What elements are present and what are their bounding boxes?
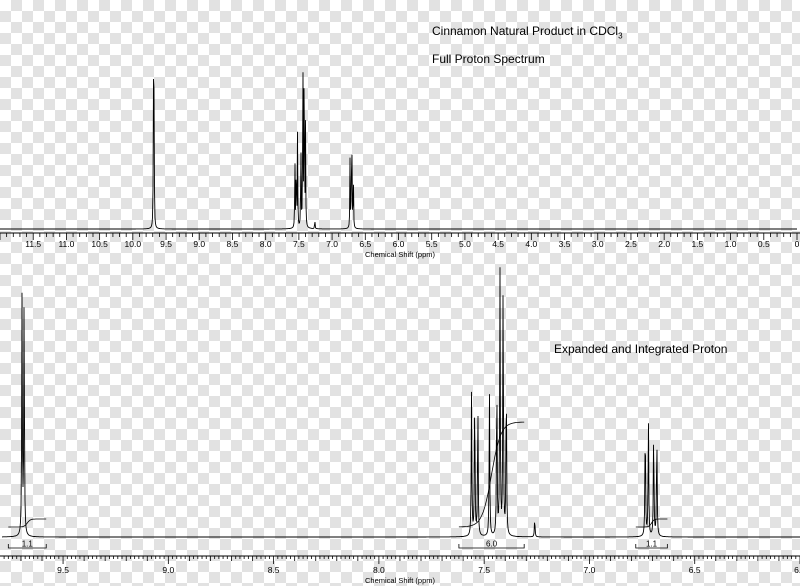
full-tick-label: 7.0 xyxy=(326,239,338,249)
expanded-tick-label: 6.0 xyxy=(794,565,800,575)
expanded-spectrum-trace xyxy=(2,267,800,538)
expanded-tick-label: 9.0 xyxy=(162,565,174,575)
full-tick-label: 8.0 xyxy=(260,239,272,249)
integral-value: 1.1 xyxy=(646,540,658,549)
full-spectrum-trace xyxy=(0,72,797,230)
expanded-tick-label: 6.5 xyxy=(689,565,701,575)
integral-bracket xyxy=(458,544,525,549)
integral-curve xyxy=(635,518,668,528)
full-tick-label: 8.5 xyxy=(227,239,239,249)
full-tick-label: 7.5 xyxy=(293,239,305,249)
full-tick-label: 4.5 xyxy=(492,239,504,249)
full-tick-label: 0.5 xyxy=(758,239,770,249)
full-tick-label: 9.5 xyxy=(160,239,172,249)
full-tick-label: 5.5 xyxy=(426,239,438,249)
full-tick-label: 2.5 xyxy=(625,239,637,249)
expanded-tick-label: 7.5 xyxy=(478,565,490,575)
full-tick-label: 0 xyxy=(795,239,800,249)
full-tick-label: 11.5 xyxy=(25,239,41,249)
full-spectrum-chart: 11.5 11.0 10.5 10.0 9.5 9.0 8.5 8.0 7.5 7.0 6.5 6.0… xyxy=(0,72,800,259)
expanded-spectrum-title: Expanded and Integrated Proton xyxy=(554,342,728,356)
full-tick-label: 5.0 xyxy=(459,239,471,249)
expanded-x-axis-label: Chemical Shift (ppm) xyxy=(365,576,436,585)
full-tick-label: 2.0 xyxy=(658,239,670,249)
expanded-tick-label: 9.5 xyxy=(57,565,69,575)
full-tick-label: 11.0 xyxy=(58,239,74,249)
full-tick-label: 1.0 xyxy=(725,239,737,249)
full-tick-label: 6.5 xyxy=(359,239,371,249)
full-spectrum-title: Cinnamon Natural Product in CDCl3 xyxy=(432,24,623,41)
full-tick-label: 3.0 xyxy=(592,239,604,249)
full-tick-label: 1.5 xyxy=(691,239,703,249)
integral-bracket xyxy=(7,544,47,549)
full-spectrum-subtitle: Full Proton Spectrum xyxy=(432,52,545,66)
expanded-tick-label: 7.0 xyxy=(584,565,596,575)
expanded-tick-label: 8.5 xyxy=(268,565,280,575)
full-tick-label: 9.0 xyxy=(193,239,205,249)
full-tick-label: 3.5 xyxy=(559,239,571,249)
integral-curve xyxy=(458,421,525,528)
full-tick-label: 10.5 xyxy=(91,239,108,249)
full-tick-label: 10.0 xyxy=(125,239,142,249)
full-x-axis-label: Chemical Shift (ppm) xyxy=(365,250,436,259)
full-tick-label: 4.0 xyxy=(525,239,537,249)
integral-curve xyxy=(8,518,47,528)
integral-bracket xyxy=(635,544,668,549)
expanded-tick-label: 8.0 xyxy=(373,565,385,575)
integral-value: 1.1 xyxy=(22,540,34,549)
full-tick-label: 6.0 xyxy=(393,239,405,249)
integral-value: 6.0 xyxy=(486,540,498,549)
